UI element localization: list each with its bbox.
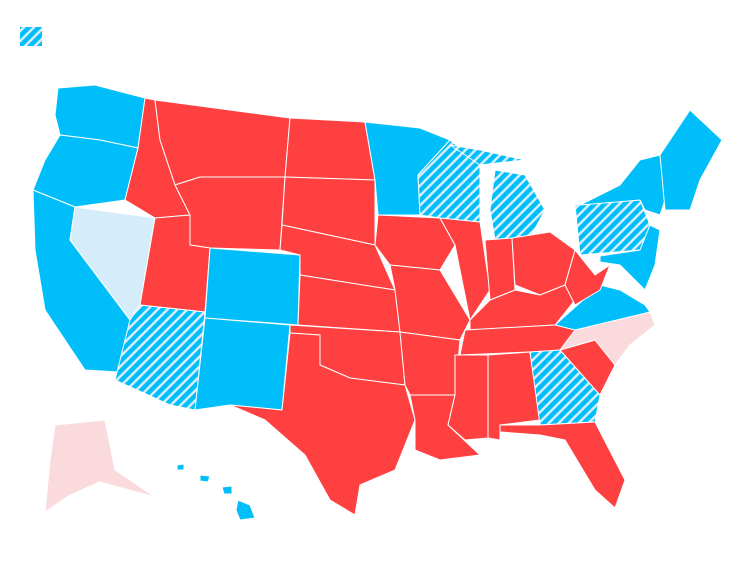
state (484, 237, 516, 301)
state (194, 317, 291, 411)
state (399, 331, 461, 396)
state (204, 247, 301, 326)
state (499, 421, 626, 509)
state (489, 169, 546, 241)
state (284, 117, 376, 181)
state (235, 499, 256, 521)
state (176, 463, 185, 471)
state (221, 485, 233, 495)
state (229, 332, 416, 516)
state (599, 224, 661, 291)
state (174, 176, 286, 251)
state (32, 134, 139, 208)
state (564, 249, 611, 306)
state (574, 199, 651, 256)
state (659, 109, 723, 211)
state (44, 419, 156, 513)
states (32, 84, 723, 521)
state (449, 144, 526, 166)
state (439, 217, 491, 321)
legend-swatch (20, 27, 42, 46)
state (199, 474, 211, 483)
state (529, 349, 601, 426)
state (389, 264, 471, 341)
state (554, 284, 651, 331)
state (154, 99, 291, 186)
